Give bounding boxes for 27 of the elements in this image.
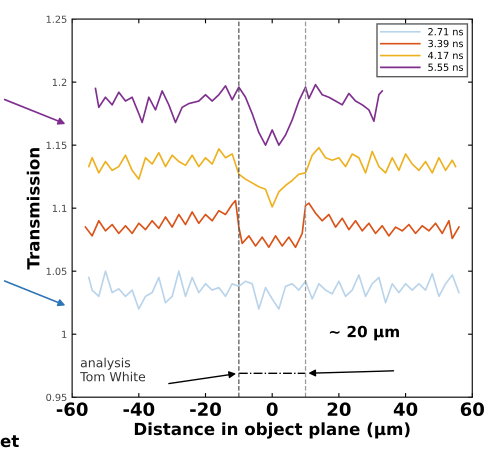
legend-label: 3.39 ns <box>428 40 464 48</box>
x-tick-label: -40 <box>123 402 154 416</box>
x-axis-title: Distance in object plane (µm) <box>134 422 410 439</box>
line-series <box>88 270 460 310</box>
x-tick-label: -20 <box>190 402 221 416</box>
y-tick-label: 1.1 <box>52 204 66 212</box>
y-tick-label: 0.95 <box>46 394 66 402</box>
legend-label: 5.55 ns <box>428 64 464 71</box>
y-tick-label: 1.05 <box>46 268 66 276</box>
annotation: ~ 20 µm <box>330 326 399 340</box>
x-tick-label: -60 <box>56 402 88 416</box>
x-tick-label: 20 <box>328 402 351 416</box>
line-series <box>88 146 456 208</box>
text: et <box>0 435 19 448</box>
y-tick-label: 1.25 <box>46 16 66 23</box>
y-tick-label: 1.15 <box>46 142 66 149</box>
y-tick-label: 1.2 <box>52 78 66 86</box>
legend-label: 2.71 ns <box>428 28 464 36</box>
legend-label: 4.17 ns <box>428 52 464 60</box>
annotation: analysis Tom White <box>80 358 146 382</box>
line-series <box>84 200 460 248</box>
y-axis-title: Transmission <box>26 148 40 270</box>
x-tick-label: 40 <box>394 402 418 416</box>
line-series <box>94 84 384 146</box>
x-tick-label: 60 <box>460 402 484 416</box>
x-tick-label: 0 <box>266 402 278 416</box>
y-tick-label: 1 <box>62 330 66 338</box>
